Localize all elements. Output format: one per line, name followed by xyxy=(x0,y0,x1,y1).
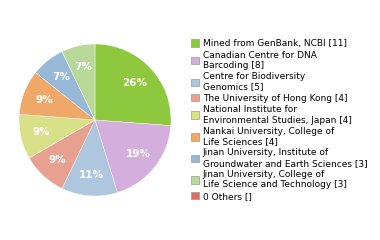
Wedge shape xyxy=(95,44,171,126)
Text: 7%: 7% xyxy=(52,72,70,82)
Wedge shape xyxy=(62,44,95,120)
Wedge shape xyxy=(19,73,95,120)
Text: 9%: 9% xyxy=(49,155,66,165)
Text: 7%: 7% xyxy=(74,62,92,72)
Wedge shape xyxy=(62,120,117,196)
Wedge shape xyxy=(29,120,95,188)
Wedge shape xyxy=(95,120,171,193)
Text: 19%: 19% xyxy=(125,149,150,159)
Text: 26%: 26% xyxy=(123,78,147,88)
Text: 11%: 11% xyxy=(78,170,103,180)
Legend: Mined from GenBank, NCBI [11], Canadian Centre for DNA
Barcoding [8], Centre for: Mined from GenBank, NCBI [11], Canadian … xyxy=(190,38,368,202)
Text: 9%: 9% xyxy=(33,127,51,137)
Wedge shape xyxy=(36,52,95,120)
Text: 9%: 9% xyxy=(35,95,53,105)
Wedge shape xyxy=(19,114,95,158)
